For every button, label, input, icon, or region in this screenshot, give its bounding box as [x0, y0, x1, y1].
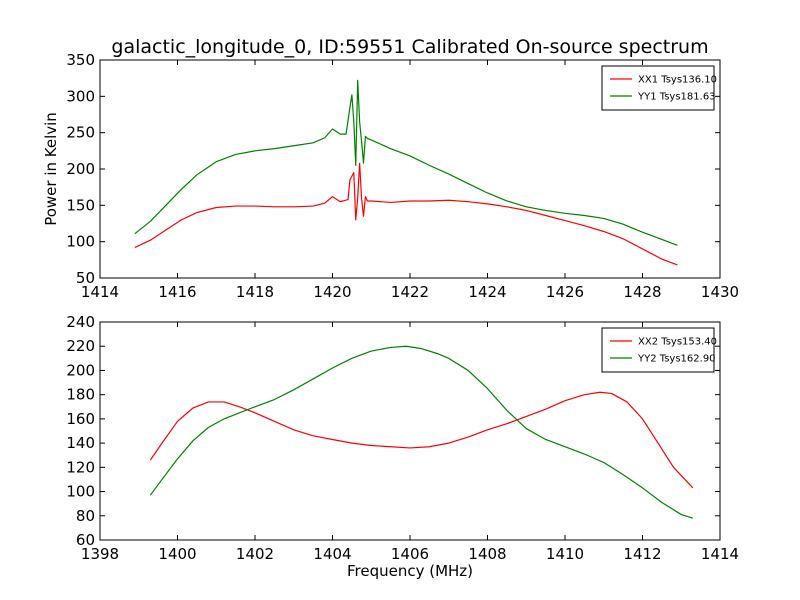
- x-tick-label: 1398: [81, 545, 119, 563]
- y-tick-label: 100: [66, 483, 95, 501]
- y-tick-label: 60: [76, 531, 95, 549]
- y-tick-label: 150: [66, 196, 95, 214]
- y-tick-label: 200: [66, 160, 95, 178]
- series-line-1: [134, 162, 678, 266]
- x-tick-label: 1414: [81, 283, 119, 301]
- legend: XX1 Tsys136.10 YY1 Tsys181.63: [601, 65, 717, 111]
- legend-label-2: YY1 Tsys181.63: [637, 92, 716, 103]
- legend-label-2: YY2 Tsys162.90: [637, 354, 716, 365]
- y-tick-label: 140: [66, 434, 95, 452]
- y-tick-label: 200: [66, 361, 95, 379]
- y-tick-label: 120: [66, 458, 95, 476]
- x-tick-label: 1402: [236, 545, 274, 563]
- x-axis-label: Frequency (MHz): [347, 562, 473, 580]
- bottom-panel: 1398 1400 1402 1404 1406 1408 1410 1412 1414 60 80…: [66, 313, 739, 580]
- series-line-1: [149, 391, 694, 489]
- x-tick-label: 1406: [391, 545, 429, 563]
- x-tick-label: 1404: [313, 545, 351, 563]
- legend-box: [601, 65, 715, 111]
- top-panel: 1414 1416 1418 1420 1422 1424 1426 1428 1430 50 10…: [42, 51, 739, 301]
- x-tick-label: 1416: [158, 283, 196, 301]
- legend-label-1: XX2 Tsys153.40: [638, 337, 717, 348]
- x-tick-label: 1414: [701, 545, 739, 563]
- series-line-2: [149, 345, 694, 519]
- x-tick-label: 1430: [701, 283, 739, 301]
- y-tick-label: 240: [66, 313, 95, 331]
- x-tick-label: 1418: [236, 283, 274, 301]
- y-axis-label: Power in Kelvin: [42, 112, 60, 226]
- x-tick-label: 1422: [391, 283, 429, 301]
- axes-frame: [99, 321, 721, 541]
- legend-box: [601, 327, 715, 373]
- x-tick-label: 1410: [546, 545, 584, 563]
- y-tick-label: 250: [66, 124, 95, 142]
- figure-title: galactic_longitude_0, ID:59551 Calibrate…: [111, 36, 708, 58]
- y-tick-label: 220: [66, 337, 95, 355]
- x-tick-label: 1426: [546, 283, 584, 301]
- legend: XX2 Tsys153.40 YY2 Tsys162.90: [601, 327, 717, 373]
- y-tick-label: 180: [66, 386, 95, 404]
- y-tick-label: 350: [66, 51, 95, 69]
- y-tick-label: 160: [66, 410, 95, 428]
- y-tick-label: 50: [76, 269, 95, 287]
- legend-label-1: XX1 Tsys136.10: [638, 75, 717, 86]
- x-tick-label: 1400: [158, 545, 196, 563]
- x-tick-label: 1408: [468, 545, 506, 563]
- x-tick-label: 1420: [313, 283, 351, 301]
- y-tick-label: 100: [66, 233, 95, 251]
- x-tick-label: 1428: [623, 283, 661, 301]
- y-tick-label: 80: [76, 507, 95, 525]
- y-tick-label: 300: [66, 87, 95, 105]
- series-line-2: [134, 79, 678, 246]
- x-tick-label: 1424: [468, 283, 506, 301]
- x-tick-label: 1412: [623, 545, 661, 563]
- axes-frame: [99, 59, 721, 279]
